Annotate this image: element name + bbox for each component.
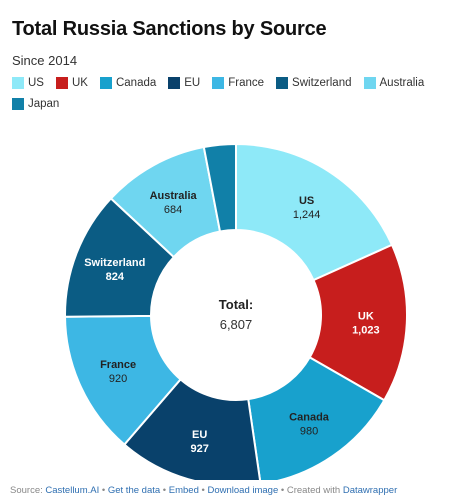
slice-label-us: US 1,244 <box>293 195 321 221</box>
legend-item-australia: Australia <box>363 76 425 90</box>
footer-separator: • <box>201 485 205 496</box>
footer-separator: • <box>101 485 106 496</box>
legend-item-switzerland: Switzerland <box>276 76 352 90</box>
legend-label: EU <box>184 77 201 89</box>
source-label: Source: <box>10 485 43 496</box>
footer: Source: Castellum.AI • Get the data • Em… <box>10 485 397 496</box>
legend-item-canada: Canada <box>99 76 157 90</box>
datawrapper-link[interactable]: Datawrapper <box>342 485 398 496</box>
legend-swatch <box>12 98 24 110</box>
embed-link[interactable]: Embed <box>168 485 199 496</box>
slice-canada <box>247 355 386 480</box>
slice-japan <box>202 142 237 233</box>
chart-legend: US UK Canada EU France Switzerland Australia Ja… <box>12 76 442 111</box>
legend-label: US <box>28 77 44 89</box>
slice-label-switzerland: Switzerland 824 <box>84 257 145 283</box>
legend-label: France <box>228 77 265 89</box>
slice-label-australia: Australia 684 <box>150 190 198 216</box>
legend-swatch <box>12 77 24 89</box>
chart-subtitle: Since 2014 <box>12 53 78 68</box>
donut-chart: US 1,244 UK 1,023 Canada 980 EU 927 France 920 Swi… <box>63 142 408 480</box>
legend-label: UK <box>71 77 88 89</box>
slice-label-france: France 920 <box>100 359 136 385</box>
legend-item-eu: EU <box>168 76 200 90</box>
legend-item-uk: UK <box>55 76 88 90</box>
center-total-value: 6,807 <box>220 317 253 332</box>
slice-label-canada: Canada 980 <box>289 412 330 438</box>
slice-label-eu: EU 927 <box>190 429 208 455</box>
created-with-text: Created with <box>286 485 341 496</box>
slice-label-uk: UK 1,023 <box>352 310 380 336</box>
legend-label: Australia <box>379 77 425 89</box>
legend-label: Canada <box>115 77 157 89</box>
legend-swatch <box>168 77 181 89</box>
download-image-link[interactable]: Download image <box>207 485 279 496</box>
legend-item-france: France <box>212 76 264 90</box>
center-total-label: Total: <box>219 297 253 312</box>
legend-swatch <box>99 77 112 89</box>
get-data-link[interactable]: Get the data <box>107 485 161 496</box>
footer-separator: • <box>162 485 167 496</box>
legend-swatch <box>55 77 68 89</box>
legend-swatch <box>212 77 225 89</box>
legend-swatch <box>363 77 376 89</box>
legend-item-japan: Japan <box>12 97 59 111</box>
legend-label: Switzerland <box>292 77 352 89</box>
source-link[interactable]: Castellum.AI <box>45 485 100 496</box>
slice-us <box>235 142 394 282</box>
footer-separator: • <box>280 485 285 496</box>
legend-item-us: US <box>12 76 44 90</box>
chart-title: Total Russia Sanctions by Source <box>12 18 327 40</box>
legend-swatch <box>276 77 289 89</box>
legend-label: Japan <box>28 98 60 110</box>
